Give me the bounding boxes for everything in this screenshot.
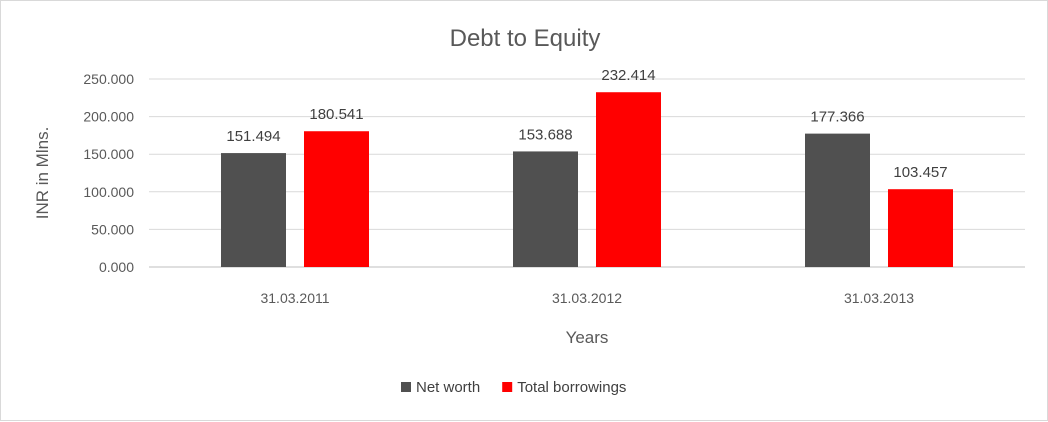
y-tick-label: 0.000 (99, 259, 134, 275)
gridlines (149, 78, 1025, 268)
y-tick-label: 100.000 (83, 184, 134, 200)
y-tick-label: 50.000 (91, 221, 134, 237)
legend-label: Total borrowings (517, 379, 626, 396)
y-tick-label: 200.000 (83, 109, 134, 125)
legend-swatch (502, 382, 513, 392)
x-axis-ticks: 31.03.2011 31.03.2012 31.03.2013 (260, 290, 914, 306)
legend: Net worth Total borrowings (401, 379, 626, 396)
data-label: 177.366 (810, 109, 864, 126)
data-label: 180.541 (309, 106, 363, 123)
data-label: 103.457 (893, 164, 947, 181)
data-label: 232.414 (601, 67, 655, 84)
data-label: 151.494 (226, 128, 280, 145)
y-axis-title: INR in Mlns. (33, 127, 52, 220)
bars: 151.494 180.541 153.688 232.414 177.366 103.4… (221, 67, 953, 267)
x-tick-label: 31.03.2013 (844, 290, 914, 306)
bar-net-worth (513, 151, 578, 267)
x-axis-title: Years (566, 328, 609, 347)
y-tick-label: 150.000 (83, 146, 134, 162)
chart-title: Debt to Equity (450, 25, 601, 52)
x-tick-label: 31.03.2011 (260, 290, 329, 306)
data-label: 153.688 (518, 126, 572, 143)
bar-net-worth (805, 133, 870, 267)
legend-label: Net worth (416, 379, 480, 396)
bar-total-borrowings (596, 92, 661, 267)
bar-net-worth (221, 153, 286, 267)
bar-total-borrowings (304, 131, 369, 267)
bar-total-borrowings (888, 189, 953, 267)
y-tick-label: 250.000 (83, 71, 134, 87)
y-axis-ticks: 0.000 50.000 100.000 150.000 200.000 250.000 (83, 71, 134, 275)
legend-swatch (401, 382, 411, 392)
x-tick-label: 31.03.2012 (552, 290, 622, 306)
